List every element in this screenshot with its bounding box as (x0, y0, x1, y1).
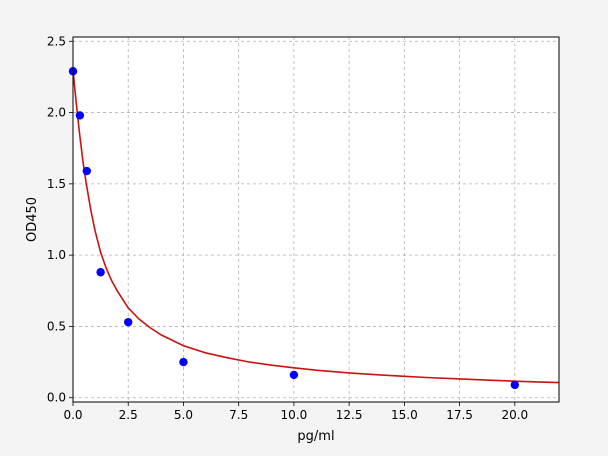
y-tick-label: 1.0 (47, 248, 66, 262)
x-tick-label: 15.0 (391, 408, 418, 422)
y-tick-label: 2.0 (47, 106, 66, 120)
y-tick-label: 2.5 (47, 34, 66, 48)
plot-area (73, 37, 559, 402)
data-point (124, 317, 133, 327)
x-axis-ticks: 0.0 2.5 5.0 7.5 10.0 12.5 15.0 17.5 20.0 (63, 402, 528, 422)
data-point (289, 370, 299, 380)
x-tick-label: 17.5 (446, 408, 473, 422)
data-point (179, 357, 188, 367)
y-tick-label: 0.0 (47, 391, 66, 405)
y-axis-label: OD450 (25, 197, 40, 242)
y-axis-ticks: 0.0 0.5 1.0 1.5 2.0 2.5 (47, 34, 73, 405)
x-axis-label: pg/ml (297, 429, 334, 444)
x-tick-label: 10.0 (281, 408, 308, 422)
data-point (75, 111, 85, 120)
grid-lines (72, 37, 559, 402)
y-tick-label: 0.5 (47, 319, 66, 333)
data-point (510, 380, 520, 390)
y-tick-label: 1.5 (47, 177, 66, 191)
data-point (82, 166, 92, 176)
x-tick-label: 12.5 (336, 408, 363, 422)
x-tick-label: 0.0 (63, 408, 82, 422)
data-point (96, 268, 105, 277)
x-tick-label: 5.0 (174, 408, 193, 422)
fit-curve (72, 69, 560, 384)
x-tick-label: 7.5 (229, 408, 248, 422)
fit-curve-layer (72, 69, 560, 384)
plot-frame (72, 36, 560, 403)
x-tick-label: 20.0 (501, 408, 528, 422)
x-tick-label: 2.5 (119, 408, 138, 422)
